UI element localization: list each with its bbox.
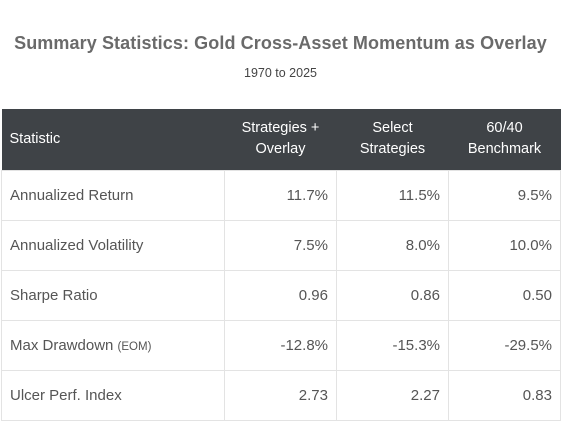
table-cell: 7.5% (224, 219, 337, 271)
header-select-strategies: Select Strategies (336, 109, 449, 170)
header-line: Select (372, 120, 413, 137)
page-title: Summary Statistics: Gold Cross-Asset Mom… (14, 33, 547, 53)
table-row: Annualized Volatility 7.5% 8.0% 10.0% (1, 219, 561, 271)
header-statistic-label: Statistic (9, 130, 61, 147)
table-cell: 11.7% (224, 169, 337, 221)
row-label-text: Annualized Volatility (10, 236, 144, 254)
row-label-text: Sharpe Ratio (10, 286, 98, 304)
header-line: Strategies (359, 141, 426, 158)
table-header-row: Statistic Strategies + Overlay Select St… (1, 109, 561, 170)
table-cell: 9.5% (448, 169, 561, 221)
table-cell: 2.73 (224, 369, 337, 421)
table-row: Annualized Return 11.7% 11.5% 9.5% (1, 169, 561, 221)
table-cell: 0.96 (224, 269, 337, 321)
table-cell: 8.0% (336, 219, 449, 271)
table-cell: 0.50 (448, 269, 561, 321)
row-label: Annualized Return (1, 169, 225, 221)
page-subtitle: 1970 to 2025 (244, 66, 317, 80)
table-cell: 11.5% (336, 169, 449, 221)
row-label: Sharpe Ratio (1, 269, 225, 321)
header-benchmark: 60/40 Benchmark (448, 109, 561, 170)
row-label: Annualized Volatility (1, 219, 225, 271)
table-cell: 0.83 (448, 369, 561, 421)
table-cell: -12.8% (224, 319, 337, 371)
summary-statistics-table: Statistic Strategies + Overlay Select St… (1, 109, 561, 421)
row-label: Max Drawdown (EOM) (1, 319, 225, 371)
row-label-text: Ulcer Perf. Index (10, 386, 122, 404)
table-cell: 10.0% (448, 219, 561, 271)
table-row: Max Drawdown (EOM) -12.8% -15.3% -29.5% (1, 319, 561, 371)
row-label: Ulcer Perf. Index (1, 369, 225, 421)
header-line: Strategies + (241, 120, 320, 137)
table-cell: -15.3% (336, 319, 449, 371)
table-cell: 2.27 (336, 369, 449, 421)
table-cell: -29.5% (448, 319, 561, 371)
table-row: Ulcer Perf. Index 2.73 2.27 0.83 (1, 369, 561, 421)
header-line: Benchmark (467, 141, 542, 158)
row-label-text: Max Drawdown (10, 336, 114, 354)
table-row: Sharpe Ratio 0.96 0.86 0.50 (1, 269, 561, 321)
table-cell: 0.86 (336, 269, 449, 321)
header-strategies-overlay: Strategies + Overlay (224, 109, 337, 170)
header-line: 60/40 (486, 120, 523, 137)
row-label-text: Annualized Return (10, 186, 134, 204)
row-label-note: (EOM) (117, 340, 152, 353)
header-line: Overlay (255, 141, 306, 158)
header-statistic: Statistic (1, 109, 225, 170)
